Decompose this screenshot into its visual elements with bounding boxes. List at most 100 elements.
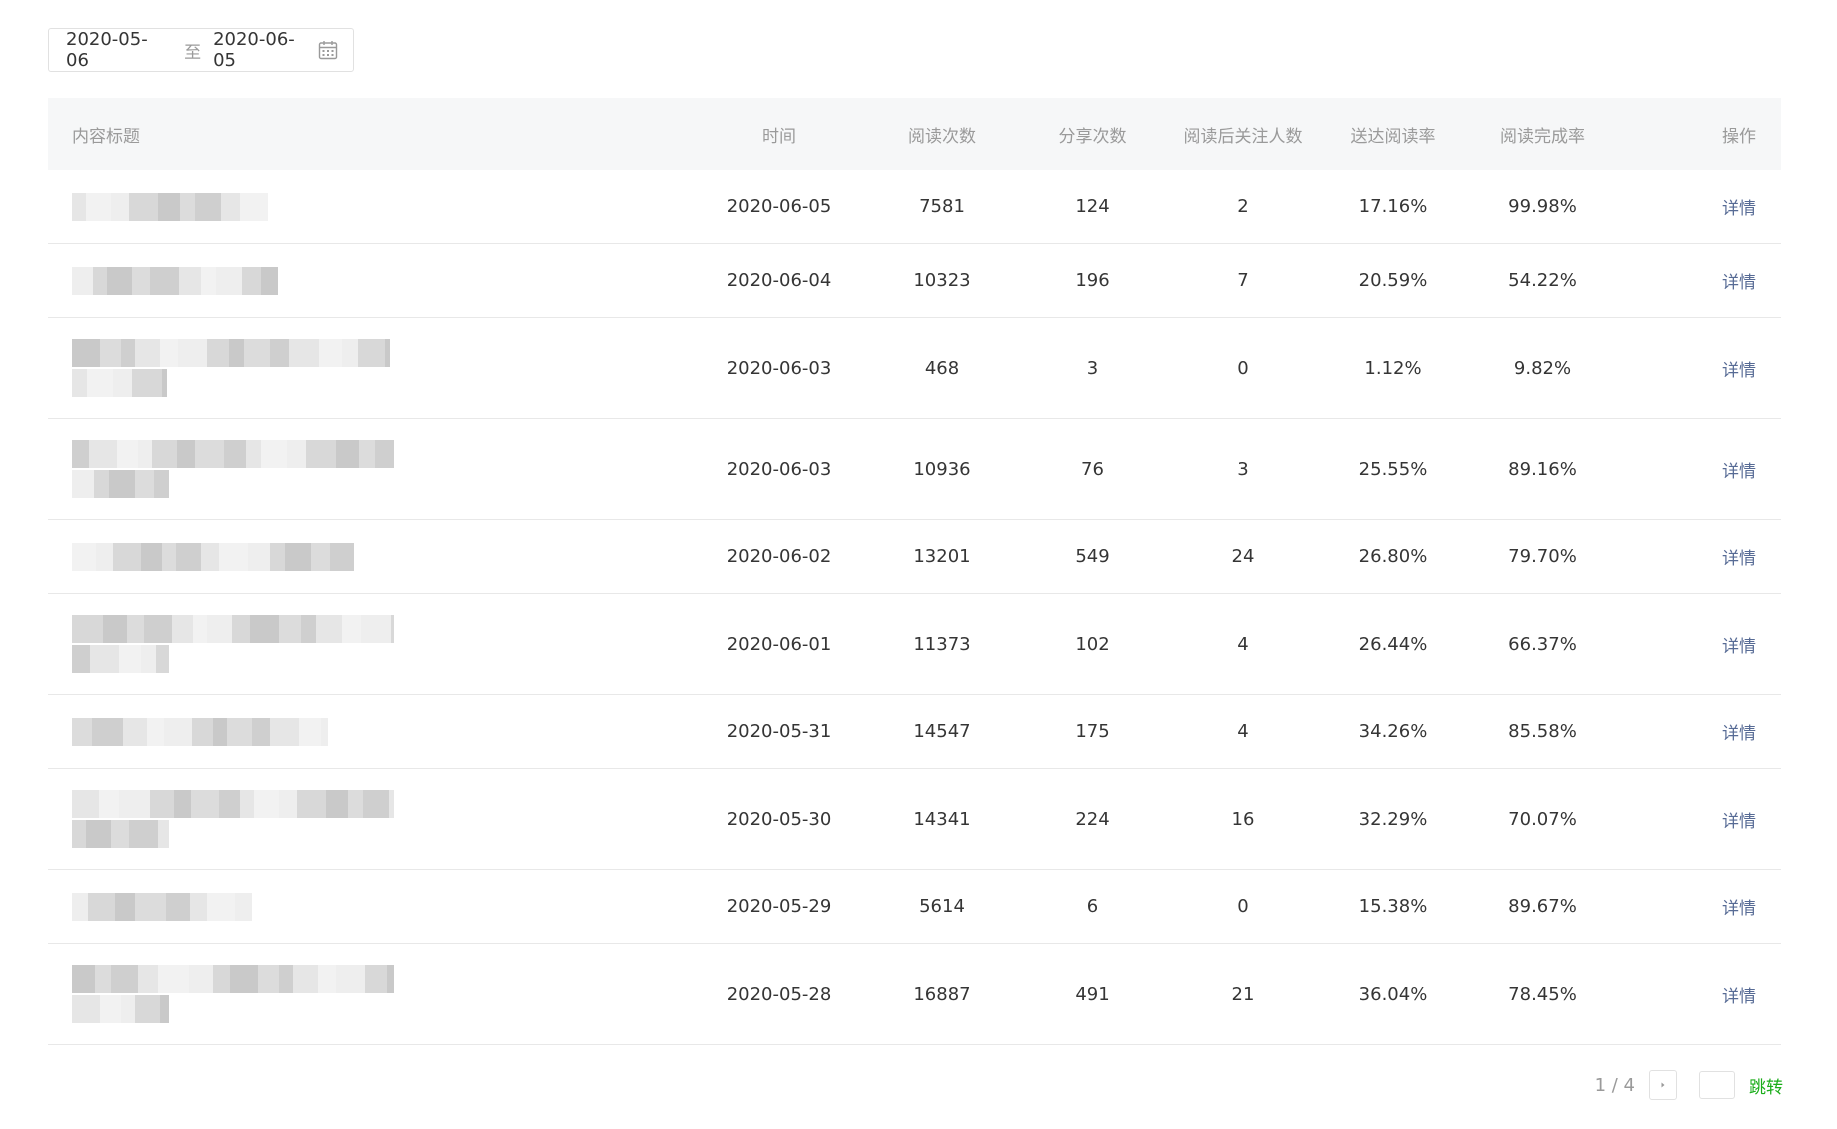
cell-reads: 10323	[913, 270, 971, 291]
cell-title-redacted	[48, 339, 698, 397]
cell-action: 详情	[1624, 982, 1781, 1007]
cell-action: 详情	[1624, 356, 1781, 381]
cell-time: 2020-06-03	[726, 357, 832, 379]
table-row: 2020-05-28 16887 491 21 36.04% 78.45% 详情	[48, 944, 1781, 1045]
header-reads: 阅读次数	[908, 126, 976, 147]
cell-reach-rate: 1.12%	[1364, 357, 1422, 379]
cell-completion-rate: 85.58%	[1508, 721, 1577, 742]
cell-title-redacted	[48, 965, 698, 1023]
cell-reach-rate: 36.04%	[1358, 983, 1428, 1005]
table-row: 2020-05-29 5614 6 0 15.38% 89.67% 详情	[48, 870, 1781, 944]
redacted-title-image	[72, 790, 698, 848]
cell-title-redacted	[48, 266, 698, 295]
cell-follows: 0	[1237, 896, 1249, 917]
details-link[interactable]: 详情	[1722, 461, 1756, 482]
details-link[interactable]: 详情	[1722, 273, 1756, 293]
header-reach-rate: 送达阅读率	[1350, 126, 1436, 147]
cell-shares: 102	[1075, 633, 1110, 655]
details-link[interactable]: 详情	[1722, 199, 1756, 219]
cell-shares: 196	[1075, 270, 1110, 291]
cell-time: 2020-05-31	[726, 721, 832, 742]
details-link[interactable]: 详情	[1722, 636, 1756, 657]
table-row: 2020-06-04 10323 196 7 20.59% 54.22% 详情	[48, 244, 1781, 318]
cell-follows: 0	[1237, 357, 1249, 379]
page-jump-input[interactable]	[1699, 1071, 1735, 1099]
header-action: 操作	[1722, 126, 1756, 147]
details-link[interactable]: 详情	[1722, 360, 1756, 381]
date-range-separator: 至	[184, 42, 202, 63]
date-range-picker[interactable]: 2020-05-06 至 2020-06-05	[48, 28, 354, 72]
table-body: 2020-06-05 7581 124 2 17.16% 99.98% 详情 2020-06-…	[48, 170, 1781, 1045]
details-link[interactable]: 详情	[1722, 724, 1756, 744]
cell-completion-rate: 89.67%	[1508, 896, 1577, 917]
redacted-title-image	[72, 717, 698, 746]
cell-title-redacted	[48, 717, 698, 746]
cell-reach-rate: 26.44%	[1358, 633, 1428, 655]
chevron-right-icon	[1661, 1082, 1665, 1088]
cell-shares: 175	[1075, 721, 1110, 742]
page-info: 1 / 4	[1594, 1074, 1635, 1096]
cell-reads: 468	[924, 357, 960, 379]
cell-title-redacted	[48, 790, 698, 848]
cell-shares: 76	[1081, 458, 1104, 480]
cell-shares: 549	[1075, 546, 1110, 567]
details-link[interactable]: 详情	[1722, 549, 1756, 569]
cell-completion-rate: 66.37%	[1508, 633, 1577, 655]
table-row: 2020-06-02 13201 549 24 26.80% 79.70% 详情	[48, 520, 1781, 594]
cell-reads: 13201	[913, 546, 971, 567]
cell-follows: 16	[1231, 808, 1255, 830]
cell-time: 2020-05-28	[726, 983, 832, 1005]
cell-follows: 3	[1237, 458, 1249, 480]
calendar-icon[interactable]	[317, 39, 339, 61]
redacted-title-image	[72, 542, 698, 571]
cell-reads: 14547	[913, 721, 971, 742]
cell-reads: 5614	[919, 896, 965, 917]
cell-action: 详情	[1624, 632, 1781, 657]
cell-time: 2020-06-03	[726, 458, 832, 480]
details-link[interactable]: 详情	[1722, 811, 1756, 832]
cell-title-redacted	[48, 892, 698, 921]
next-page-button[interactable]	[1649, 1070, 1677, 1100]
table-row: 2020-06-03 10936 76 3 25.55% 89.16% 详情	[48, 419, 1781, 520]
pagination: 1 / 4 跳转	[1595, 1070, 1783, 1100]
cell-shares: 3	[1086, 357, 1099, 379]
cell-reach-rate: 32.29%	[1358, 808, 1428, 830]
articles-table: 内容标题 时间 阅读次数 分享次数 阅读后关注人数 送达阅读率 阅读完成率 操作…	[48, 98, 1781, 1045]
header-completion-rate: 阅读完成率	[1500, 126, 1585, 147]
cell-completion-rate: 79.70%	[1508, 546, 1577, 567]
cell-follows: 24	[1231, 546, 1255, 567]
details-link[interactable]: 详情	[1722, 986, 1756, 1007]
cell-action: 详情	[1624, 268, 1781, 293]
date-range-start[interactable]: 2020-05-06	[66, 29, 148, 71]
cell-title-redacted	[48, 192, 698, 221]
header-time: 时间	[762, 126, 796, 147]
cell-title-redacted	[48, 615, 698, 673]
redacted-title-image	[72, 266, 698, 295]
cell-reach-rate: 26.80%	[1358, 546, 1428, 567]
cell-shares: 124	[1075, 196, 1110, 217]
cell-reads: 14341	[913, 808, 971, 830]
cell-time: 2020-06-05	[726, 196, 832, 217]
cell-action: 详情	[1624, 894, 1781, 919]
table-header: 内容标题 时间 阅读次数 分享次数 阅读后关注人数 送达阅读率 阅读完成率 操作	[48, 98, 1781, 170]
jump-button[interactable]: 跳转	[1749, 1077, 1783, 1098]
cell-action: 详情	[1624, 719, 1781, 744]
cell-reach-rate: 20.59%	[1358, 270, 1428, 291]
cell-title-redacted	[48, 440, 698, 498]
cell-reach-rate: 25.55%	[1358, 458, 1428, 480]
cell-follows: 21	[1231, 983, 1255, 1005]
cell-time: 2020-05-30	[726, 808, 832, 830]
cell-title-redacted	[48, 542, 698, 571]
redacted-title-image	[72, 192, 698, 221]
redacted-title-image	[72, 615, 698, 673]
header-follows: 阅读后关注人数	[1183, 126, 1303, 147]
date-range-end[interactable]: 2020-06-05	[213, 29, 295, 71]
details-link[interactable]: 详情	[1722, 899, 1756, 919]
cell-completion-rate: 54.22%	[1508, 270, 1577, 291]
cell-time: 2020-05-29	[726, 896, 832, 917]
header-title: 内容标题	[72, 126, 140, 147]
table-row: 2020-05-31 14547 175 4 34.26% 85.58% 详情	[48, 695, 1781, 769]
cell-action: 详情	[1624, 457, 1781, 482]
redacted-title-image	[72, 965, 698, 1023]
cell-completion-rate: 78.45%	[1508, 983, 1577, 1005]
